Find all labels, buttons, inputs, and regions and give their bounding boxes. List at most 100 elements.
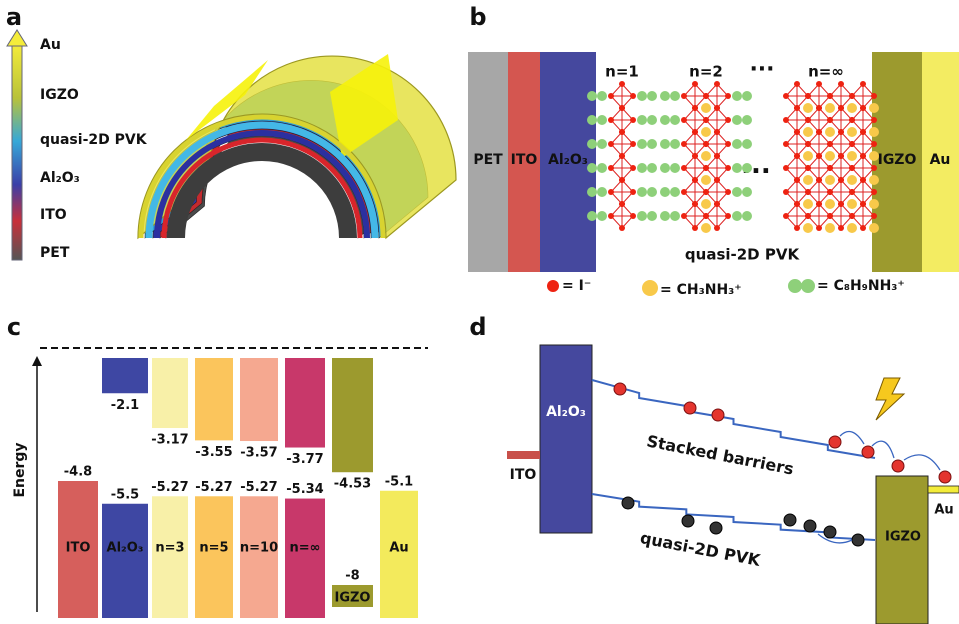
organic-spacer (587, 163, 597, 173)
iodide (714, 105, 720, 111)
iodide (849, 93, 855, 99)
cylinder-edge (145, 121, 379, 239)
ito-contact (507, 451, 540, 459)
octahedron (610, 131, 634, 157)
valence-band (152, 496, 188, 618)
electron (891, 459, 905, 473)
organic-spacer (670, 91, 680, 101)
iodide (794, 105, 800, 111)
value-label: -5.1 (385, 474, 413, 489)
octahedron (610, 107, 634, 133)
organic-spacer (660, 91, 670, 101)
iodide (871, 117, 877, 123)
transfer-arrow (871, 440, 895, 459)
organic-spacer (742, 163, 752, 173)
iodide (692, 81, 698, 87)
iodide (681, 93, 687, 99)
layer-label: ITO (511, 152, 538, 168)
value-label: -5.27 (240, 480, 277, 495)
layer-block (508, 52, 540, 272)
organic-spacer (742, 139, 752, 149)
layer-label: PET (473, 152, 503, 168)
value-label: -5.34 (286, 482, 323, 497)
iodide (681, 141, 687, 147)
iodide (816, 201, 822, 207)
electron (828, 435, 842, 449)
iodide (608, 117, 614, 123)
conduction-band (152, 358, 188, 429)
iodide (692, 177, 698, 183)
layer-label: ITO (510, 467, 537, 483)
cation (869, 103, 879, 113)
cation (701, 175, 711, 185)
iodide (681, 189, 687, 195)
phase-label: n=2 (689, 63, 723, 81)
organic-spacer (660, 115, 670, 125)
value-label: -3.77 (286, 452, 323, 467)
iodide (794, 129, 800, 135)
iodide (838, 201, 844, 207)
organic-spacer (660, 187, 670, 197)
hole (681, 514, 695, 528)
iodide (871, 165, 877, 171)
iodide (630, 93, 636, 99)
layer-label: quasi-2D PVK (40, 132, 148, 148)
iodide (816, 177, 822, 183)
conduction-band (102, 358, 148, 394)
organic-spacer (637, 115, 647, 125)
organic-spacer (732, 139, 742, 149)
cation (847, 223, 857, 233)
cation (825, 151, 835, 161)
iodide (805, 141, 811, 147)
iodide (838, 225, 844, 231)
light-flash (875, 377, 906, 421)
organic-spacer (670, 163, 680, 173)
value-label: -4.8 (64, 465, 92, 480)
electron (938, 470, 952, 484)
organic-spacer (637, 163, 647, 173)
iodide (619, 225, 625, 231)
value-label: -4.53 (334, 477, 371, 492)
organic-spacer (637, 211, 647, 221)
iodide (794, 153, 800, 159)
cation (825, 127, 835, 137)
hole (823, 525, 837, 539)
organic-spacer (647, 163, 657, 173)
iodide (860, 177, 866, 183)
cation (701, 151, 711, 161)
iodide (725, 189, 731, 195)
organic-spacer (647, 211, 657, 221)
iodide (692, 153, 698, 159)
iodide (681, 165, 687, 171)
organic-spacer (587, 91, 597, 101)
value-label: -8 (345, 569, 359, 584)
cation (701, 103, 711, 113)
iodide (703, 213, 709, 219)
iodide (725, 93, 731, 99)
value-label: -3.17 (151, 433, 188, 448)
iodide (681, 117, 687, 123)
iodide (619, 129, 625, 135)
organic-spacer (597, 91, 607, 101)
iodide (608, 93, 614, 99)
organic-spacer (587, 139, 597, 149)
cation (825, 175, 835, 185)
iodide (827, 189, 833, 195)
iodide (838, 129, 844, 135)
electron (711, 408, 725, 422)
cation (869, 199, 879, 209)
organic-spacer (587, 211, 597, 221)
iodide (871, 213, 877, 219)
iodide (692, 201, 698, 207)
iodide (714, 81, 720, 87)
panel-letter: c (7, 313, 21, 341)
octahedron (610, 203, 634, 229)
value-label: -2.1 (111, 398, 139, 413)
iodide (714, 153, 720, 159)
legend-text: = C₈H₉NH₃⁺ (817, 278, 905, 294)
cation (701, 223, 711, 233)
iodide (725, 213, 731, 219)
layer-block (872, 52, 922, 272)
